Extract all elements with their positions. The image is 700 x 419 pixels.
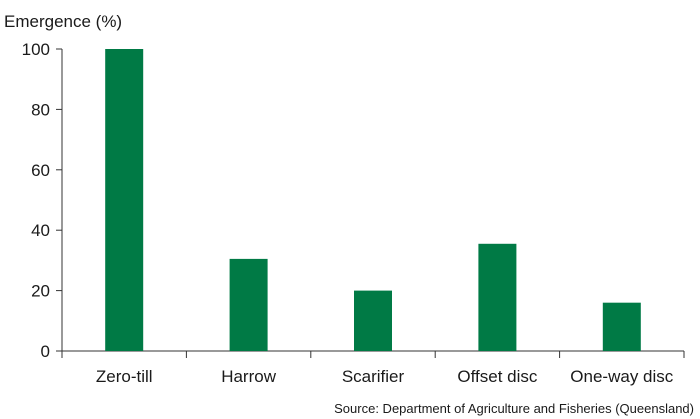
bar-zero-till	[105, 49, 144, 351]
y-axis: 0 20 40 60 80 100	[22, 40, 63, 361]
y-tick-label: 40	[31, 221, 50, 240]
y-tick-label: 100	[22, 40, 50, 59]
source-note: Source: Department of Agriculture and Fi…	[334, 401, 694, 416]
x-category-label: Zero-till	[96, 367, 153, 386]
x-category-label: Harrow	[221, 367, 277, 386]
x-category-label: One-way disc	[570, 367, 673, 386]
bar-offset-disc	[478, 243, 517, 351]
x-category-label: Scarifier	[342, 367, 405, 386]
bar-harrow	[229, 258, 268, 351]
y-tick-label: 80	[31, 100, 50, 119]
category-labels: Zero-till Harrow Scarifier Offset disc One-w…	[96, 367, 674, 386]
y-tick-label: 0	[41, 342, 50, 361]
y-axis-label: Emergence (%)	[4, 12, 122, 31]
x-axis	[61, 350, 685, 358]
bars-group	[105, 49, 641, 351]
y-tick-label: 20	[31, 282, 50, 301]
y-tick-label: 60	[31, 161, 50, 180]
bar-one-way-disc	[602, 302, 641, 351]
x-category-label: Offset disc	[457, 367, 537, 386]
bar-scarifier	[354, 290, 392, 351]
